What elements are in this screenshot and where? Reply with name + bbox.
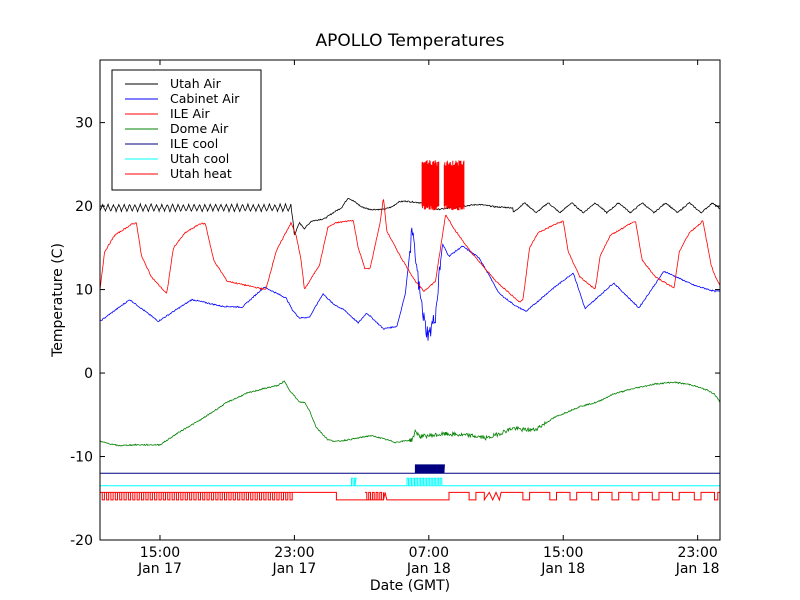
- legend-item-utah-air: Utah Air: [125, 76, 222, 91]
- x-tick-label: 15:00: [140, 545, 180, 561]
- y-tick-label: -20: [70, 533, 93, 549]
- plot-frame: [99, 59, 721, 541]
- series-line-ile-cool: [99, 464, 721, 474]
- x-tick-sublabel: Jan 18: [675, 561, 720, 577]
- series-line-dome-air: [100, 380, 721, 447]
- series-dome-air: [100, 380, 721, 447]
- y-tick-label: 10: [75, 283, 93, 299]
- legend-item-ile-air: ILE Air: [125, 106, 211, 121]
- y-axis-label: Temperature (C): [50, 243, 66, 358]
- y-tick-label: 30: [75, 116, 93, 132]
- x-tick-sublabel: Jan 18: [540, 561, 585, 577]
- legend-label: Dome Air: [170, 121, 229, 136]
- series-line-cabinet-air: [99, 227, 720, 341]
- series-line-utah-cool: [99, 477, 721, 487]
- series-ile-cool: [99, 464, 721, 474]
- series-utah-cool: [99, 477, 721, 487]
- legend-label: Utah Air: [170, 76, 222, 91]
- legend-item-dome-air: Dome Air: [125, 121, 229, 136]
- series-utah-air: [99, 197, 720, 236]
- legend-item-utah-cool: Utah cool: [125, 151, 229, 166]
- legend-item-cabinet-air: Cabinet Air: [125, 91, 240, 106]
- x-tick-label: 23:00: [677, 545, 717, 561]
- legend-box: [111, 69, 262, 191]
- legend-label: Utah heat: [170, 166, 232, 181]
- plot-series-group: [99, 160, 721, 511]
- legend-item-utah-heat: Utah heat: [125, 166, 232, 181]
- legend-label: Utah cool: [170, 151, 229, 166]
- series-noise-ile-air: [421, 160, 465, 211]
- legend-label: ILE Air: [170, 106, 211, 121]
- x-tick-sublabel: Jan 17: [137, 561, 182, 577]
- x-tick-sublabel: Jan 18: [406, 561, 451, 577]
- series-utah-heat: [99, 491, 720, 511]
- x-tick-sublabel: Jan 17: [271, 561, 316, 577]
- x-axis-label: Date (GMT): [370, 578, 450, 594]
- chart-title: APOLLO Temperatures: [316, 31, 505, 51]
- x-tick-label: 23:00: [274, 545, 314, 561]
- series-ile-air: [99, 160, 721, 303]
- series-line-utah-heat: [100, 491, 720, 502]
- series-line-utah-air: [99, 197, 720, 236]
- series-cabinet-air: [99, 227, 720, 341]
- series-line-ile-air: [99, 198, 721, 303]
- x-tick-label: 07:00: [409, 545, 449, 561]
- legend-item-ile-cool: ILE cool: [125, 136, 218, 151]
- legend-label: Cabinet Air: [170, 91, 240, 106]
- x-tick-label: 15:00: [543, 545, 583, 561]
- legend-label: ILE cool: [170, 136, 218, 151]
- y-tick-label: 0: [84, 366, 93, 382]
- y-tick-label: -10: [70, 450, 93, 466]
- y-tick-label: 20: [75, 199, 93, 215]
